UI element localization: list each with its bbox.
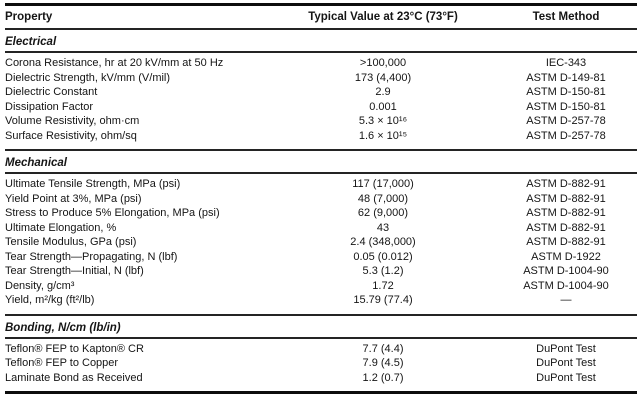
- property-cell: Yield, m²/kg (ft²/lb): [5, 294, 95, 306]
- section-title-mechanical: Mechanical: [5, 157, 67, 169]
- method-cell: ASTM D-882-91: [526, 207, 606, 219]
- value-cell: 1.72: [372, 279, 394, 292]
- value-cell: 2.4 (348,000): [350, 236, 416, 248]
- value-cell: 117 (17,000): [352, 178, 414, 190]
- table-row: Dielectric Strength, kV/mm (V/mil) 173 (…: [5, 71, 637, 86]
- property-cell: Corona Resistance, hr at 20 kV/mm at 50 …: [5, 57, 224, 69]
- table-row: Volume Resistivity, ohm·cm 5.3 × 10¹⁶ AS…: [5, 114, 637, 129]
- table-row: Stress to Produce 5% Elongation, MPa (ps…: [5, 206, 637, 221]
- table-row: Tear Strength—Initial, N (lbf) 5.3 (1.2)…: [5, 264, 637, 279]
- table-row: Ultimate Tensile Strength, MPa (psi) 117…: [5, 177, 637, 192]
- method-cell: ASTM D-882-91: [526, 192, 606, 205]
- header-divider-rule: [5, 28, 637, 30]
- table-row: Dielectric Constant 2.9 ASTM D-150-81: [5, 85, 637, 100]
- property-cell: Laminate Bond as Received: [5, 371, 143, 384]
- method-cell: ASTM D-257-78: [526, 115, 606, 127]
- method-cell: ASTM D-257-78: [526, 129, 606, 142]
- value-cell: 0.001: [369, 100, 397, 113]
- table-row: Yield Point at 3%, MPa (psi) 48 (7,000) …: [5, 192, 637, 207]
- value-cell: 48 (7,000): [357, 192, 409, 205]
- property-cell: Teflon® FEP to Kapton® CR: [5, 342, 144, 355]
- method-cell: ASTM D-150-81: [526, 100, 606, 113]
- method-cell: ASTM D-149-81: [526, 71, 606, 84]
- section-rule: [5, 336, 637, 339]
- method-cell: ASTM D-882-91: [526, 236, 606, 248]
- property-cell: Density, g/cm³: [5, 279, 75, 292]
- property-cell: Dielectric Strength, kV/mm (V/mil): [5, 71, 171, 84]
- method-cell: —: [560, 294, 572, 306]
- table-row: Surface Resistivity, ohm/sq 1.6 × 10¹⁵ A…: [5, 129, 637, 144]
- table-row: Teflon® FEP to Kapton® CR 7.7 (4.4) DuPo…: [5, 342, 637, 357]
- method-cell: DuPont Test: [536, 357, 596, 369]
- section-rows-mechanical: Ultimate Tensile Strength, MPa (psi) 117…: [5, 174, 637, 314]
- table-row: Tear Strength—Propagating, N (lbf) 0.05 …: [5, 250, 637, 265]
- value-cell: >100,000: [359, 57, 407, 69]
- section-title-electrical: Electrical: [5, 36, 57, 48]
- method-cell: ASTM D-882-91: [526, 221, 606, 234]
- value-cell: 1.2 (0.7): [362, 371, 404, 384]
- value-cell: 1.6 × 10¹⁵: [358, 129, 408, 142]
- property-cell: Teflon® FEP to Copper: [5, 357, 119, 369]
- property-cell: Tear Strength—Initial, N (lbf): [5, 265, 144, 277]
- section-rule: [5, 51, 637, 53]
- value-cell: 62 (9,000): [357, 207, 409, 219]
- method-cell: ASTM D-1004-90: [523, 265, 609, 277]
- property-cell: Ultimate Tensile Strength, MPa (psi): [5, 178, 181, 190]
- method-cell: DuPont Test: [536, 342, 596, 355]
- section-rule: [5, 149, 637, 151]
- property-cell: Stress to Produce 5% Elongation, MPa (ps…: [5, 207, 220, 219]
- property-cell: Dielectric Constant: [5, 86, 98, 98]
- property-cell: Surface Resistivity, ohm/sq: [5, 129, 137, 142]
- table-row: Ultimate Elongation, % 43 ASTM D-882-91: [5, 221, 637, 236]
- method-cell: ASTM D-1004-90: [523, 279, 609, 292]
- table-row: Tensile Modulus, GPa (psi) 2.4 (348,000)…: [5, 235, 637, 250]
- table-row: Density, g/cm³ 1.72 ASTM D-1004-90: [5, 279, 637, 294]
- property-cell: Dissipation Factor: [5, 100, 94, 113]
- section-rows-electrical: Corona Resistance, hr at 20 kV/mm at 50 …: [5, 53, 637, 149]
- section-rule: [5, 313, 637, 316]
- column-header-test-method: Test Method: [532, 10, 600, 23]
- bottom-rule: [5, 391, 637, 394]
- value-cell: 5.3 (1.2): [362, 265, 404, 277]
- table-row: Dissipation Factor 0.001 ASTM D-150-81: [5, 100, 637, 115]
- column-header-typical-value: Typical Value at 23°C (73°F): [308, 10, 458, 23]
- properties-table: Property Typical Value at 23°C (73°F) Te…: [5, 3, 637, 394]
- top-rule: [5, 3, 637, 6]
- property-cell: Tensile Modulus, GPa (psi): [5, 236, 137, 248]
- property-cell: Volume Resistivity, ohm·cm: [5, 115, 140, 127]
- value-cell: 43: [376, 221, 390, 234]
- value-cell: 0.05 (0.012): [353, 250, 413, 263]
- section-title-bonding: Bonding, N/cm (lb/in): [5, 321, 121, 334]
- section-rows-bonding: Teflon® FEP to Kapton® CR 7.7 (4.4) DuPo…: [5, 339, 637, 392]
- table-row: Yield, m²/kg (ft²/lb) 15.79 (77.4) —: [5, 293, 637, 308]
- table-row: Teflon® FEP to Copper 7.9 (4.5) DuPont T…: [5, 356, 637, 371]
- column-header-property: Property: [5, 10, 53, 23]
- value-cell: 15.79 (77.4): [353, 294, 413, 306]
- value-cell: 2.9: [375, 86, 391, 98]
- table-row: Corona Resistance, hr at 20 kV/mm at 50 …: [5, 56, 637, 71]
- table-header-row: Property Typical Value at 23°C (73°F) Te…: [5, 6, 637, 28]
- method-cell: DuPont Test: [536, 371, 596, 384]
- property-cell: Tear Strength—Propagating, N (lbf): [5, 250, 178, 263]
- property-cell: Ultimate Elongation, %: [5, 221, 117, 234]
- value-cell: 7.7 (4.4): [362, 342, 404, 355]
- method-cell: ASTM D-882-91: [526, 178, 606, 190]
- method-cell: IEC-343: [545, 57, 587, 69]
- method-cell: ASTM D-150-81: [526, 86, 606, 98]
- property-cell: Yield Point at 3%, MPa (psi): [5, 192, 142, 205]
- value-cell: 5.3 × 10¹⁶: [358, 115, 408, 127]
- value-cell: 173 (4,400): [354, 71, 412, 84]
- value-cell: 7.9 (4.5): [362, 357, 404, 369]
- method-cell: ASTM D-1922: [531, 250, 601, 263]
- section-rule: [5, 172, 637, 174]
- table-row: Laminate Bond as Received 1.2 (0.7) DuPo…: [5, 371, 637, 386]
